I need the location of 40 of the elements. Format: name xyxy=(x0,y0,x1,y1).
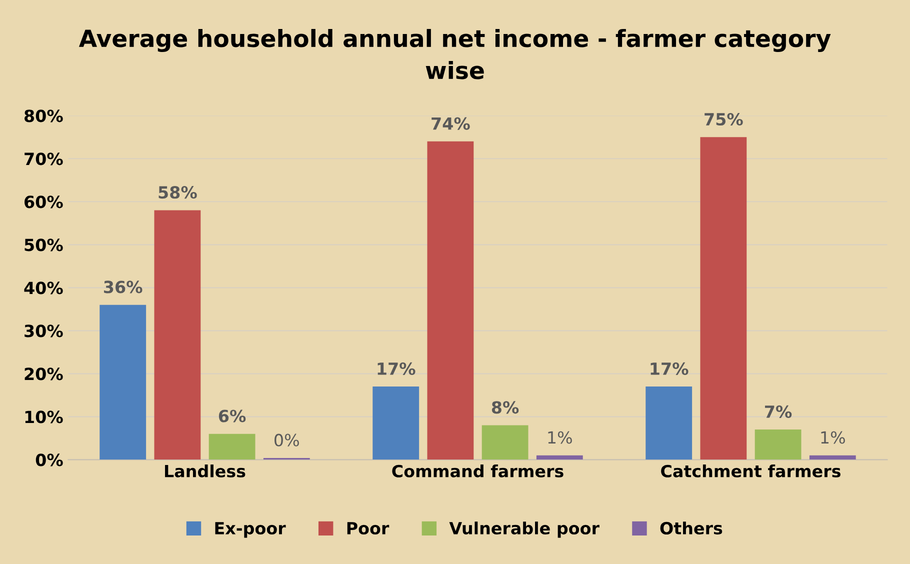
y-tick-label: 70% xyxy=(24,152,63,166)
data-label: 36% xyxy=(104,280,142,294)
data-label: 17% xyxy=(650,362,688,375)
y-tick-label: 50% xyxy=(24,238,63,252)
bar xyxy=(208,434,256,460)
bar xyxy=(700,137,747,460)
legend-label: Ex-poor xyxy=(215,522,286,538)
data-label: 8% xyxy=(492,401,519,414)
x-tick-label: Command farmers xyxy=(392,464,564,478)
data-label: 6% xyxy=(218,410,246,422)
legend-label: Vulnerable poor xyxy=(449,522,600,538)
data-label: 1% xyxy=(821,431,845,444)
y-tick-label: 80% xyxy=(24,110,63,122)
y-tick-label: 20% xyxy=(24,368,63,380)
data-label: 17% xyxy=(378,362,416,375)
bar xyxy=(154,210,201,460)
data-label: 1% xyxy=(548,431,572,444)
bar xyxy=(754,430,802,460)
data-label: 74% xyxy=(432,117,470,130)
chart-title: Average household annual net income - farmer category wise xyxy=(78,28,831,80)
bar xyxy=(646,386,692,460)
x-tick-label: Catchment farmers xyxy=(661,464,840,478)
bar xyxy=(482,425,528,460)
y-tick-label: 0% xyxy=(36,454,63,466)
legend-label: Others xyxy=(660,522,722,534)
data-label: 7% xyxy=(765,405,792,418)
y-tick-label: 10% xyxy=(25,410,63,424)
y-tick-label: 60% xyxy=(24,196,63,208)
data-label: 75% xyxy=(704,112,743,126)
bar xyxy=(372,386,420,460)
y-tick-label: 30% xyxy=(24,324,63,338)
bar xyxy=(809,455,856,460)
bar xyxy=(427,141,474,460)
x-tick-label: Landless xyxy=(165,464,246,478)
data-label: 58% xyxy=(158,186,197,199)
data-label: 0% xyxy=(274,434,299,446)
bar xyxy=(100,304,146,460)
y-tick-label: 40% xyxy=(24,282,63,294)
bar xyxy=(536,455,583,460)
legend-label: Poor xyxy=(347,522,390,534)
